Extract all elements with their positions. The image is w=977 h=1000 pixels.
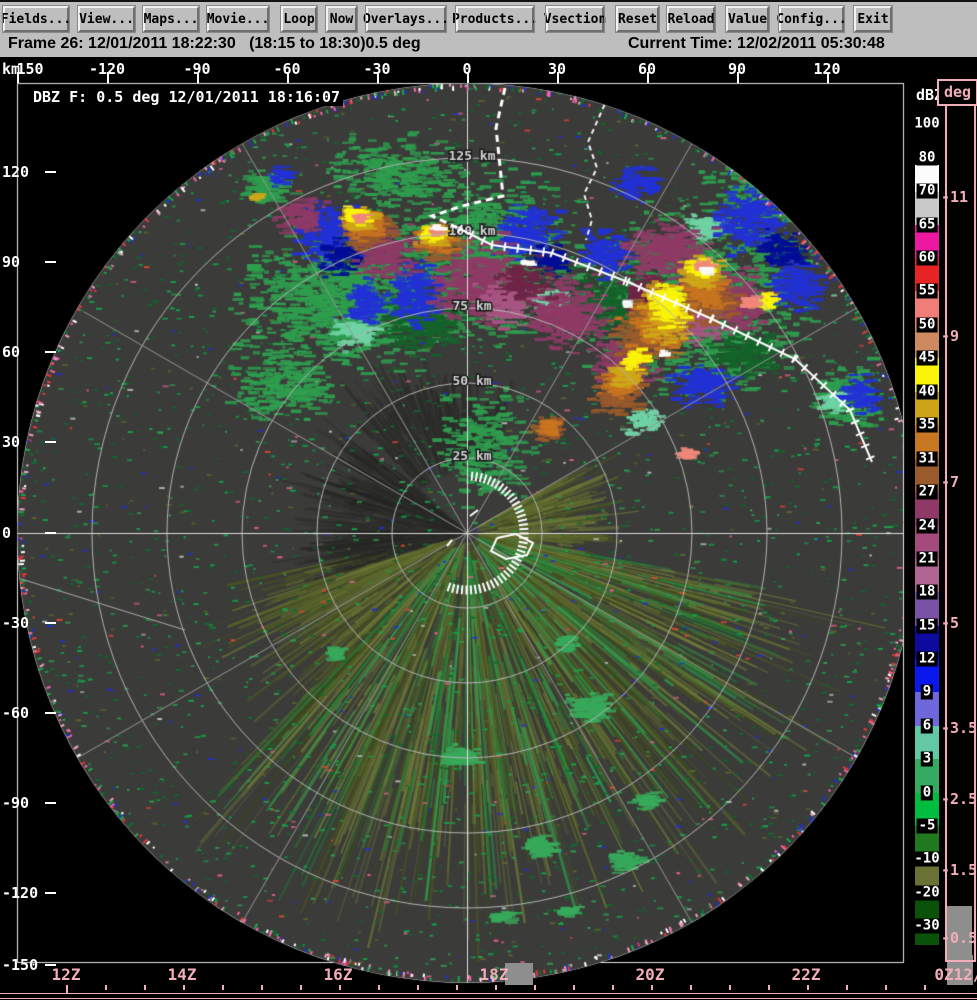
toolbar-button-fields[interactable]: Fields... (1, 5, 71, 33)
toolbar-button-view[interactable]: View... (77, 5, 136, 33)
title-bar: Frame 26: 12/01/2011 18:22:30 (18:15 to … (0, 34, 977, 56)
toolbar-button-now[interactable]: Now (325, 5, 358, 33)
toolbar-button-reload[interactable]: Reload (666, 5, 716, 33)
toolbar-button-maps[interactable]: Maps... (142, 5, 200, 33)
toolbar-button-value[interactable]: Value (725, 5, 770, 33)
toolbar-button-exit[interactable]: Exit (853, 5, 893, 33)
toolbar-button-overlays[interactable]: Overlays... (363, 5, 449, 33)
toolbar-button-movie[interactable]: Movie... (206, 5, 270, 33)
toolbar-button-products[interactable]: Products... (452, 5, 538, 33)
header-bar: Fields... View... Maps... Movie... Loop Now Ov… (0, 0, 977, 57)
toolbar-button-vsection[interactable]: Vsection (544, 5, 606, 33)
frame-info-label: Frame 26: 12/01/2011 18:22:30 (18:15 to … (8, 35, 421, 52)
toolbar-button-loop[interactable]: Loop (280, 5, 318, 33)
toolbar-button-config[interactable]: Config... (776, 5, 847, 33)
toolbar-button-reset[interactable]: Reset (615, 5, 660, 33)
current-time-label: Current Time: 12/02/2011 05:30:48 (628, 35, 885, 52)
